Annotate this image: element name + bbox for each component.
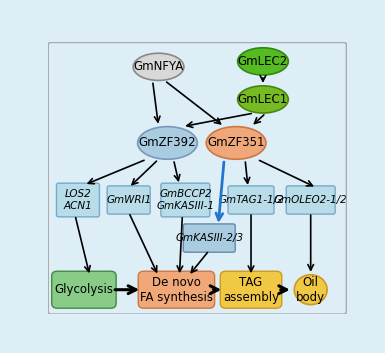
Text: TAG
assembly: TAG assembly xyxy=(223,276,279,304)
FancyBboxPatch shape xyxy=(52,271,116,308)
Ellipse shape xyxy=(133,53,184,80)
Text: GmBCCP2
GmKASIII-1: GmBCCP2 GmKASIII-1 xyxy=(156,189,214,211)
Text: GmTAG1-1/2: GmTAG1-1/2 xyxy=(218,195,284,205)
Text: De novo
FA synthesis: De novo FA synthesis xyxy=(140,276,213,304)
Text: GmLEC1: GmLEC1 xyxy=(238,93,288,106)
FancyBboxPatch shape xyxy=(57,183,99,217)
Ellipse shape xyxy=(206,127,266,159)
Text: GmZF351: GmZF351 xyxy=(208,136,265,149)
Ellipse shape xyxy=(138,127,198,159)
Ellipse shape xyxy=(238,48,288,75)
FancyBboxPatch shape xyxy=(107,186,150,214)
FancyBboxPatch shape xyxy=(220,271,282,308)
Text: GmNFYA: GmNFYA xyxy=(133,60,184,73)
Text: GmZF392: GmZF392 xyxy=(139,136,196,149)
Text: Oil
body: Oil body xyxy=(296,276,325,304)
Text: GmKASIII-2/3: GmKASIII-2/3 xyxy=(175,233,243,243)
Text: GmOLEO2-1/2: GmOLEO2-1/2 xyxy=(274,195,348,205)
FancyBboxPatch shape xyxy=(183,224,235,252)
FancyBboxPatch shape xyxy=(138,271,214,308)
Ellipse shape xyxy=(238,86,288,113)
Text: GmWRI1: GmWRI1 xyxy=(106,195,151,205)
Text: Glycolysis: Glycolysis xyxy=(54,283,114,296)
Ellipse shape xyxy=(294,275,327,305)
FancyBboxPatch shape xyxy=(228,186,274,214)
Text: GmLEC2: GmLEC2 xyxy=(238,55,288,68)
FancyBboxPatch shape xyxy=(286,186,335,214)
Text: LOS2
ACN1: LOS2 ACN1 xyxy=(64,189,92,211)
FancyBboxPatch shape xyxy=(161,183,210,217)
